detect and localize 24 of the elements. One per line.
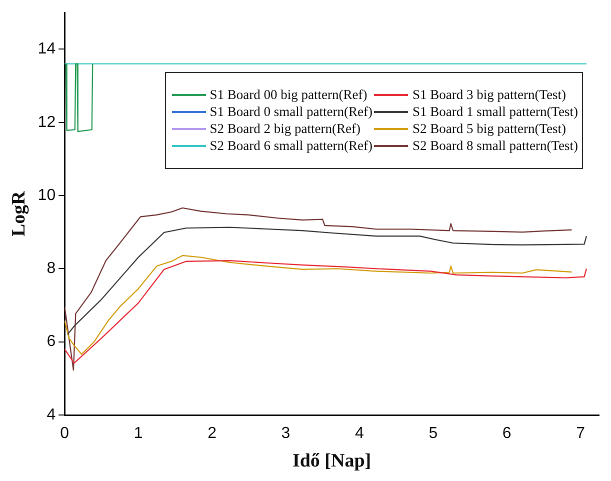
x-tick-label: 5 <box>428 425 438 442</box>
legend-label: S1 Board 0 small pattern(Ref) <box>210 104 372 120</box>
x-tick-label: 2 <box>208 425 217 442</box>
x-axis-title: Idő [Nap] <box>292 450 372 472</box>
y-tick-label: 10 <box>38 186 56 204</box>
x-tick-label: 6 <box>502 425 512 442</box>
y-tick-label: 4 <box>46 406 56 424</box>
y-tick-label: 14 <box>38 40 56 58</box>
y-axis-title: LogR <box>8 190 30 237</box>
legend-label: S1 Board 3 big pattern(Test) <box>412 87 566 103</box>
x-tick-label: 0 <box>60 425 70 442</box>
legend-label: S2 Board 6 small pattern(Ref) <box>210 138 372 154</box>
legend-label: S2 Board 2 big pattern(Ref) <box>210 121 360 137</box>
legend-label: S1 Board 1 small pattern(Test) <box>412 104 578 120</box>
y-tick-label: 8 <box>46 260 56 278</box>
x-tick-label: 7 <box>576 425 586 442</box>
x-tick-label: 4 <box>354 425 364 442</box>
x-tick-label: 1 <box>134 425 143 442</box>
y-tick-label: 12 <box>38 114 56 131</box>
y-tick-label: 6 <box>46 333 56 350</box>
legend-label: S2 Board 8 small pattern(Test) <box>412 138 578 154</box>
legend-label: S2 Board 5 big pattern(Test) <box>412 121 566 137</box>
x-tick-label: 3 <box>281 425 290 442</box>
legend-label: S1 Board 00 big pattern(Ref) <box>210 87 368 103</box>
